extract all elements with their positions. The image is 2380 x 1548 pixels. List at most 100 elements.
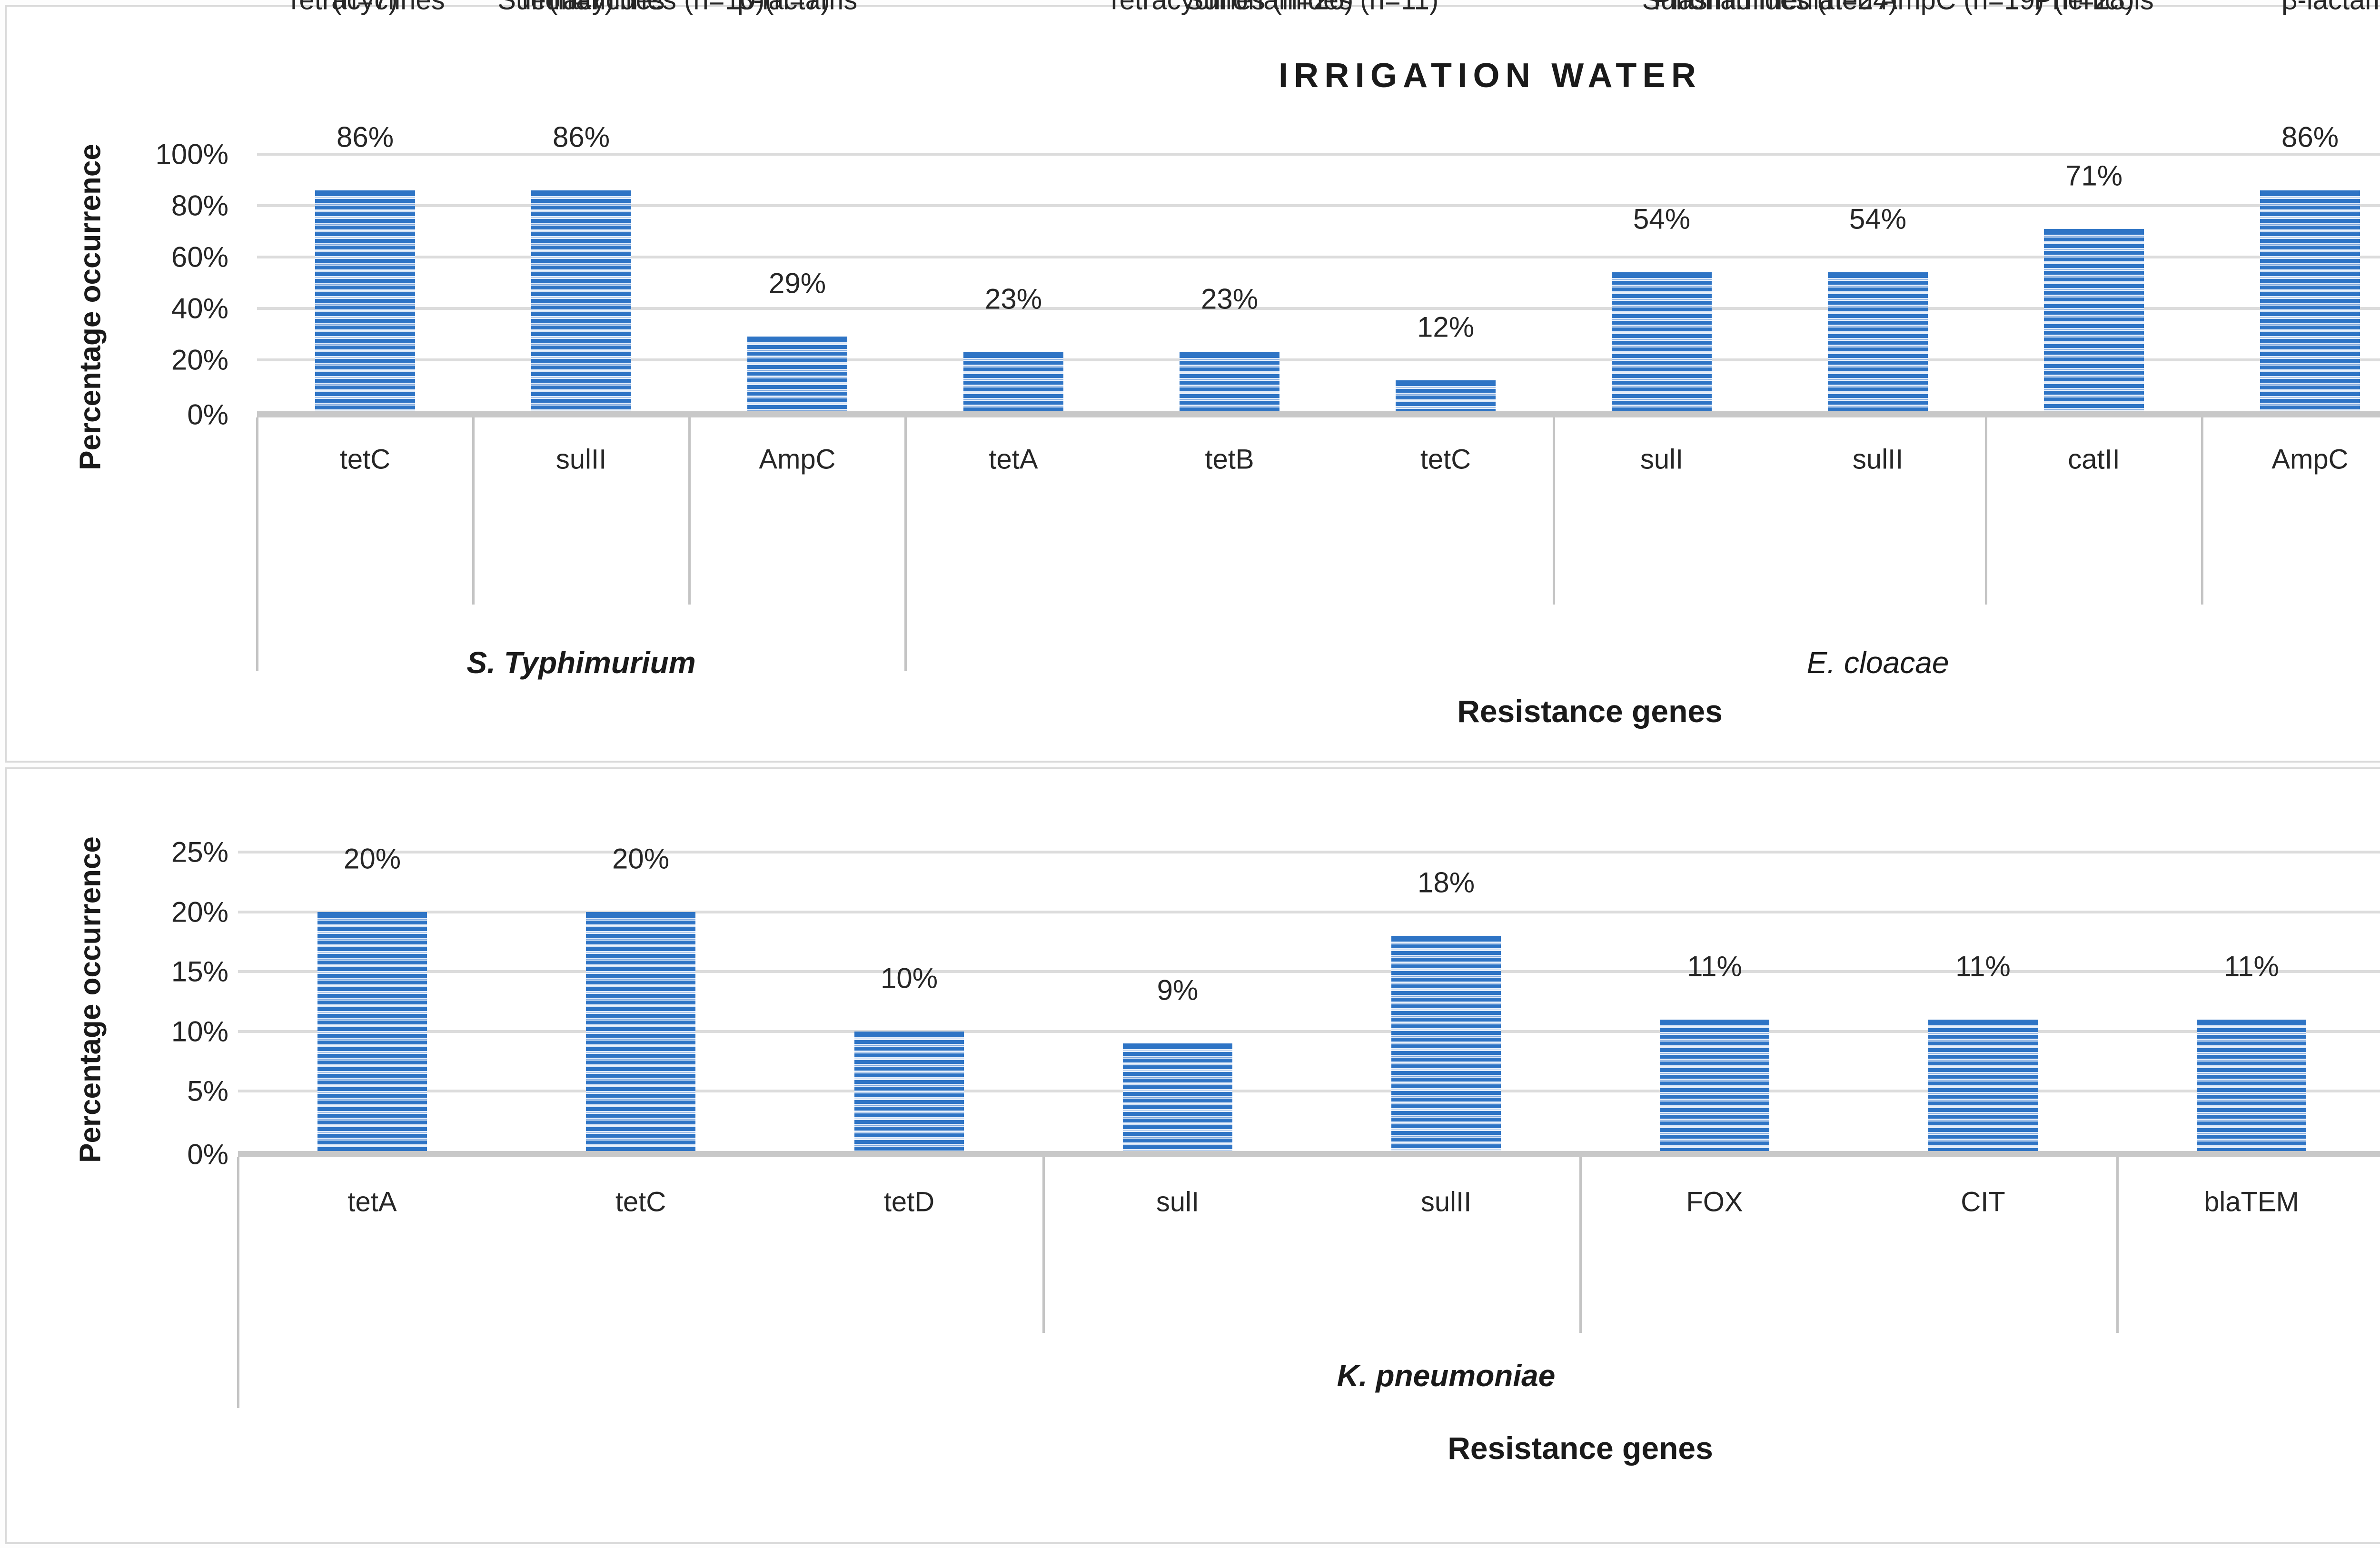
- gridline: [257, 153, 2380, 156]
- bar-value-label: 23%: [984, 283, 1042, 315]
- x-axis-line: [238, 1151, 2380, 1157]
- y-tick-label: 0%: [187, 1138, 228, 1171]
- gridline: [257, 307, 2380, 310]
- bar: [1180, 352, 1279, 411]
- category-gene-label: tetB: [1205, 444, 1254, 475]
- y-tick-label: 80%: [171, 189, 228, 222]
- group-label: β-lactams (n=19): [2281, 0, 2380, 16]
- category-gene-label: FOX: [1686, 1186, 1743, 1218]
- category-gene-label: catII: [2068, 444, 2120, 475]
- y-tick-label: 15%: [171, 955, 228, 988]
- group-label: Phenicols: [2034, 0, 2154, 16]
- category-separator-line: [472, 417, 475, 605]
- x-axis-title-bottom-chart: Resistance genes: [1448, 1430, 1713, 1466]
- group-label: (n=7): [548, 0, 614, 16]
- bar-value-label: 18%: [1417, 866, 1475, 899]
- bar: [586, 912, 695, 1151]
- category-gene-label: tetC: [615, 1186, 666, 1218]
- category-gene-label: tetA: [989, 444, 1038, 475]
- bar: [1828, 272, 1928, 411]
- category-gene-label: tetC: [1420, 444, 1471, 475]
- y-tick-label: 20%: [171, 344, 228, 376]
- y-tick-label: 10%: [171, 1015, 228, 1048]
- group-label: Sulfonamides: [497, 0, 665, 16]
- bar: [963, 352, 1063, 411]
- x-axis-line: [257, 411, 2380, 417]
- category-gene-label: CIT: [1961, 1186, 2005, 1218]
- species-label: S. Typhimurium: [466, 645, 696, 680]
- category-gene-label: sulI: [1640, 444, 1684, 475]
- gridline: [257, 256, 2380, 258]
- y-tick-label: 0%: [187, 398, 228, 431]
- bar-value-label: 86%: [552, 121, 610, 153]
- species-label: E. cloacae: [1806, 645, 1949, 680]
- bar: [315, 190, 415, 411]
- group-label: Plasmid mediated AmpC (n=19): [1653, 0, 2044, 16]
- category-gene-label: sulII: [1852, 444, 1904, 475]
- x-axis-title-top-chart: Resistance genes: [1457, 694, 1723, 729]
- gridline: [257, 358, 2380, 361]
- bar-value-label: 29%: [768, 267, 826, 299]
- category-gene-label: sulII: [1420, 1186, 1472, 1218]
- bar: [317, 912, 427, 1151]
- gridline: [238, 970, 2380, 973]
- gridline: [238, 851, 2380, 853]
- gridline: [238, 1030, 2380, 1033]
- y-tick-label: 25%: [171, 836, 228, 868]
- category-separator-line: [1985, 417, 1987, 605]
- bar-value-label: 54%: [1633, 203, 1691, 235]
- bar-value-label: 86%: [2281, 121, 2339, 153]
- category-separator-line: [256, 417, 258, 671]
- bar-value-label: 10%: [880, 962, 938, 994]
- category-gene-label: tetA: [347, 1186, 397, 1218]
- category-separator-line: [688, 417, 691, 605]
- gridline: [257, 204, 2380, 207]
- category-separator-line: [1579, 1157, 1582, 1333]
- group-label: (n=7): [332, 0, 398, 16]
- category-separator-line: [2116, 1157, 2119, 1333]
- gridline: [238, 1090, 2380, 1092]
- bar-value-label: 54%: [1849, 203, 1907, 235]
- chart-title: IRRIGATION WATER: [1278, 57, 1702, 95]
- category-gene-label: AmpC: [2271, 444, 2349, 475]
- bar: [2044, 229, 2144, 411]
- category-gene-label: tetD: [883, 1186, 935, 1218]
- group-label: β-lactams: [737, 0, 858, 16]
- bar-value-label: 23%: [1200, 283, 1259, 315]
- group-label: Tetracyclines (n=10): [516, 0, 765, 16]
- category-separator-line: [1553, 417, 1555, 605]
- bar: [1928, 1020, 2038, 1151]
- bar: [1660, 1020, 1769, 1151]
- bar: [2260, 190, 2360, 411]
- bar-value-label: 86%: [336, 121, 394, 153]
- group-label: Tetracyclines (n=26): [1105, 0, 1354, 16]
- category-separator-line: [904, 417, 907, 671]
- group-label: Sulfonamides (n=24): [1642, 0, 1898, 16]
- bar-value-label: 12%: [1417, 311, 1475, 343]
- y-axis-title-bottom-chart: Percentage occurrence: [74, 836, 107, 1163]
- category-gene-label: sulII: [555, 444, 607, 475]
- bar: [2197, 1020, 2306, 1151]
- y-tick-label: 60%: [171, 241, 228, 273]
- bar: [854, 1032, 964, 1151]
- y-axis-title-top-chart: Percentage occurrence: [74, 144, 107, 470]
- bar-value-label: 20%: [343, 843, 401, 875]
- bar: [1612, 272, 1712, 411]
- category-separator-line: [2201, 417, 2203, 605]
- bar-value-label: 11%: [1955, 950, 2011, 982]
- bar: [1391, 936, 1501, 1151]
- group-label: (n=7): [764, 0, 830, 16]
- bar-value-label: 20%: [612, 843, 670, 875]
- y-tick-label: 100%: [155, 138, 228, 170]
- category-separator-line: [237, 1157, 239, 1408]
- category-gene-label: blaTEM: [2204, 1186, 2299, 1218]
- category-gene-label: tetC: [339, 444, 391, 475]
- bar: [1396, 380, 1496, 411]
- bar: [1123, 1043, 1232, 1151]
- bar: [531, 190, 631, 411]
- bar-value-label: 11%: [2224, 950, 2279, 982]
- y-tick-label: 20%: [171, 896, 228, 928]
- y-tick-label: 5%: [187, 1075, 228, 1107]
- group-label: Sulfonamides (n=11): [1185, 0, 1439, 16]
